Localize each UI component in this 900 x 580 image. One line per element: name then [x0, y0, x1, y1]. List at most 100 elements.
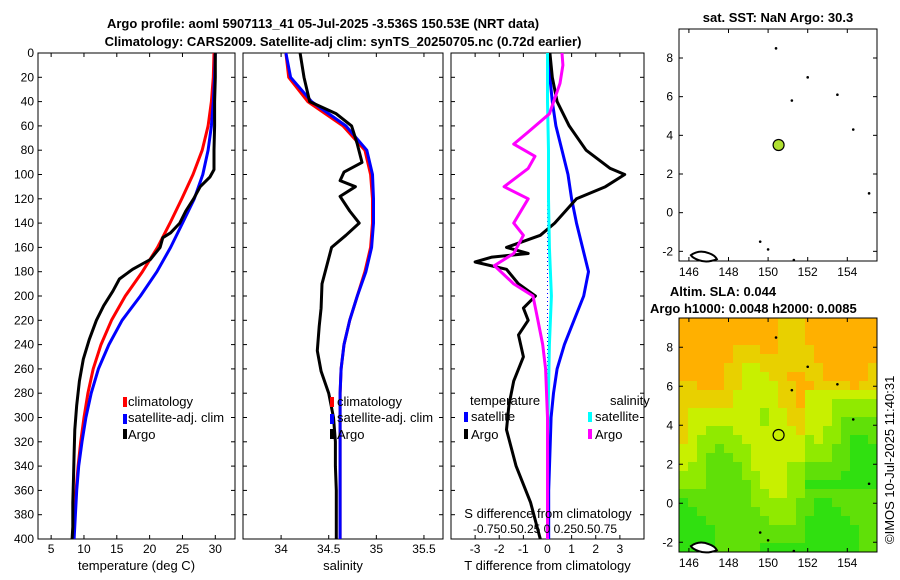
- sla-cell: [733, 444, 742, 453]
- y-tick-label: 6: [666, 379, 673, 393]
- sla-cell: [850, 480, 859, 489]
- y-tick-label: 20: [21, 70, 35, 84]
- sla-cell: [751, 435, 760, 444]
- sla-cell: [868, 471, 877, 480]
- sla-cell: [724, 363, 733, 372]
- sla-cell: [769, 543, 778, 552]
- map-frame: [678, 28, 878, 262]
- sla-cell: [697, 462, 706, 471]
- sla-cell: [787, 417, 796, 426]
- sla-cell: [733, 417, 742, 426]
- sla-cell: [805, 417, 814, 426]
- sla-cell: [733, 426, 742, 435]
- sla-cell: [733, 345, 742, 354]
- sla-cell: [859, 381, 868, 390]
- legend-temperature-head: temperature: [470, 393, 540, 408]
- x-tick-label: 150: [758, 265, 778, 279]
- x-tick-label: 34: [274, 542, 288, 556]
- sla-cell: [841, 381, 850, 390]
- sla-cell: [805, 534, 814, 543]
- sla-cell: [697, 345, 706, 354]
- sla-cell: [787, 498, 796, 507]
- y-tick-label: 280: [14, 386, 34, 400]
- sla-cell: [787, 507, 796, 516]
- sla-cell: [706, 363, 715, 372]
- sla-cell: [688, 534, 697, 543]
- sla-cell: [751, 327, 760, 336]
- x-tick-label: 146: [679, 265, 699, 279]
- sla-cell: [841, 453, 850, 462]
- y-tick-label: 240: [14, 338, 34, 352]
- sla-cell: [679, 534, 688, 543]
- sla-cell: [769, 417, 778, 426]
- x-tick-label: 34.5: [317, 542, 341, 556]
- s-difference-axis-label: S difference from climatology: [464, 506, 632, 521]
- figure-title-line1: Argo profile: aoml 5907113_41 05-Jul-202…: [107, 16, 539, 31]
- sla-cell: [832, 381, 841, 390]
- sla-cell: [832, 471, 841, 480]
- series-line-t-satellite: [547, 53, 590, 539]
- sla-cell: [751, 363, 760, 372]
- sla-cell: [742, 498, 751, 507]
- sla-cell: [769, 372, 778, 381]
- sla-cell: [832, 426, 841, 435]
- sla-cell: [823, 354, 832, 363]
- island: [806, 76, 809, 79]
- sla-cell: [805, 363, 814, 372]
- salinity-panel: 34 34.5 35 35.5 salinity: [242, 52, 444, 573]
- sla-cell: [832, 345, 841, 354]
- sla-cell: [679, 399, 688, 408]
- y-tick-label: -2: [662, 535, 673, 549]
- sla-cell: [796, 363, 805, 372]
- island: [790, 99, 794, 102]
- sla-cell: [832, 534, 841, 543]
- sla-cell: [679, 444, 688, 453]
- sla-cell: [841, 489, 850, 498]
- sla-cell: [715, 363, 724, 372]
- sla-cell: [733, 525, 742, 534]
- sla-cell: [733, 507, 742, 516]
- sla-cell: [742, 471, 751, 480]
- sla-cell: [868, 435, 877, 444]
- sla-cell: [742, 354, 751, 363]
- sla-cell: [850, 354, 859, 363]
- sla-cell: [805, 426, 814, 435]
- legend-climatology-label: climatology: [128, 394, 194, 409]
- sla-cell: [688, 498, 697, 507]
- sla-cell: [724, 399, 733, 408]
- sla-cell: [778, 399, 787, 408]
- sla-cell: [814, 480, 823, 489]
- x-tick-label: 152: [798, 556, 818, 570]
- sla-cell: [850, 507, 859, 516]
- sla-cell: [850, 363, 859, 372]
- sla-cell: [778, 327, 787, 336]
- sla-cell: [706, 462, 715, 471]
- sla-cell: [823, 327, 832, 336]
- sla-cell: [715, 462, 724, 471]
- sla-cell: [859, 444, 868, 453]
- sla-cell: [724, 480, 733, 489]
- sla-cell: [841, 525, 850, 534]
- y-tick-label: 300: [14, 411, 34, 425]
- sla-cell: [814, 462, 823, 471]
- sla-cell: [787, 381, 796, 390]
- sla-cell: [823, 336, 832, 345]
- sla-cell: [859, 498, 868, 507]
- sla-cell: [688, 372, 697, 381]
- sla-cell: [733, 381, 742, 390]
- sla-cell: [688, 318, 697, 327]
- sla-cell: [769, 489, 778, 498]
- sla-cell: [715, 426, 724, 435]
- sla-cell: [724, 426, 733, 435]
- sla-cell: [679, 381, 688, 390]
- sla-cell: [850, 489, 859, 498]
- sla-cell: [814, 354, 823, 363]
- y-tick-label: 2: [666, 457, 673, 471]
- sla-cell: [787, 453, 796, 462]
- sla-cell: [742, 336, 751, 345]
- sla-map-panel: 146 148 150 152 154 -2 0 2 4 6 8: [662, 317, 878, 570]
- sla-cell: [697, 354, 706, 363]
- y-tick-label: 340: [14, 459, 34, 473]
- sla-cell: [823, 507, 832, 516]
- sla-cell: [796, 318, 805, 327]
